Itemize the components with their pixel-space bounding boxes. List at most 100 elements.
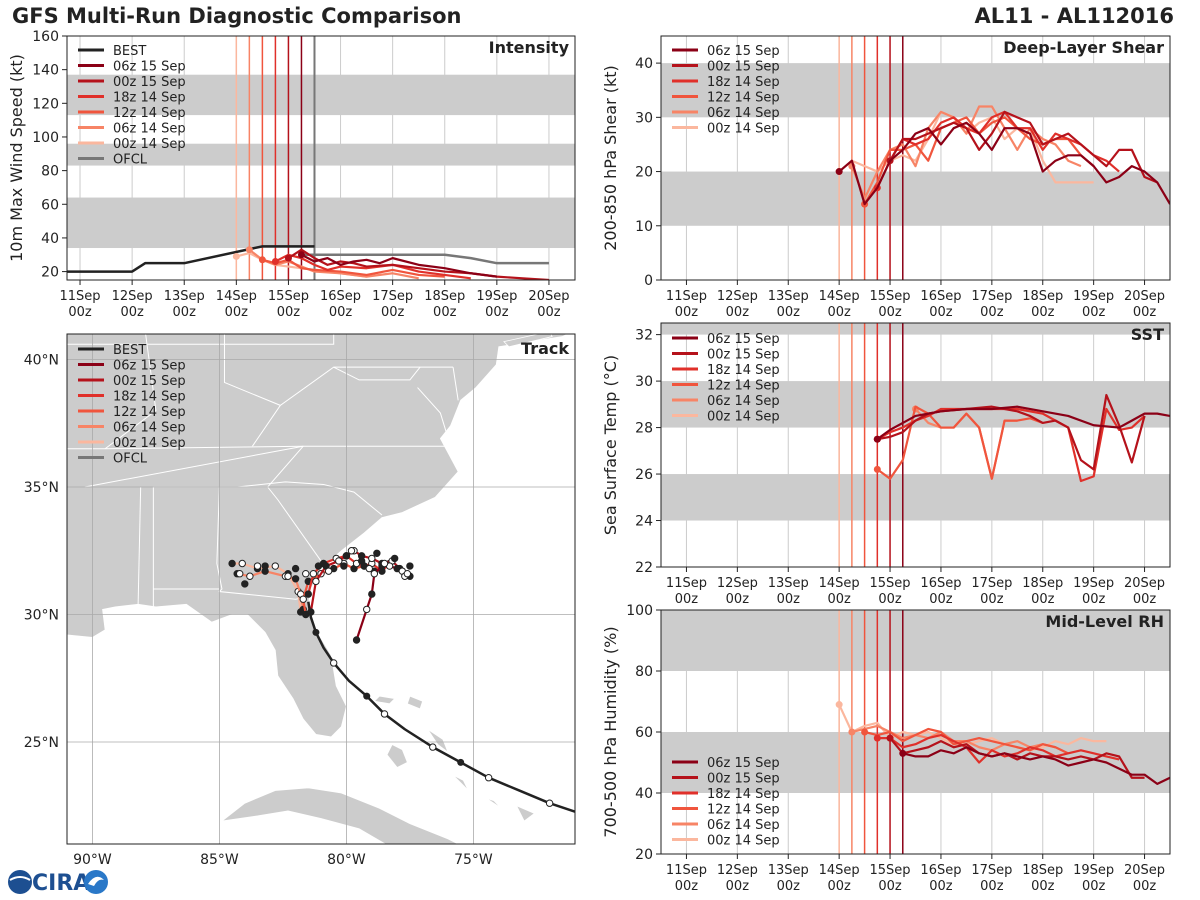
state-border xyxy=(267,486,322,562)
series-line xyxy=(889,737,1145,779)
best-point-filled xyxy=(457,758,465,766)
track-point xyxy=(363,605,371,614)
track-point xyxy=(352,636,361,644)
shaded-band xyxy=(661,474,1170,521)
x-tick-label: 13Sep xyxy=(768,863,809,878)
x-tick-label: 15Sep xyxy=(268,289,309,304)
best-line xyxy=(67,245,315,273)
x-tick-label: 00z xyxy=(1133,879,1157,894)
x-tick-label: 00z xyxy=(980,592,1004,607)
series-start-point xyxy=(284,254,292,262)
track-point xyxy=(342,552,351,560)
x-tick-label: 15Sep xyxy=(870,576,911,591)
legend-label: 00z 15 Sep xyxy=(707,772,780,787)
series-start-point xyxy=(271,257,279,265)
legend-label: 18z 14 Sep xyxy=(113,91,186,106)
land-polygon xyxy=(515,804,536,822)
legend-label: 18z 14 Sep xyxy=(113,390,186,405)
series-start-point xyxy=(297,251,305,259)
x-tick-label: 00z xyxy=(777,305,801,320)
x-tick-label: 16Sep xyxy=(920,576,961,591)
y-tick-label: 28 xyxy=(635,421,653,437)
x-tick-label: 00z xyxy=(537,305,561,320)
track-point xyxy=(340,562,348,570)
data-lines xyxy=(873,393,1170,483)
x-tick-label: 00z xyxy=(827,879,851,894)
legend-label: 12z 14 Sep xyxy=(113,106,186,121)
x-tick-label: 11Sep xyxy=(666,863,707,878)
x-tick-label: 00z xyxy=(1031,879,1055,894)
legend-label: 06z 15 Sep xyxy=(113,359,186,374)
state-border xyxy=(237,481,383,516)
best-point-open xyxy=(545,799,554,807)
state-border xyxy=(417,387,452,447)
cira-logo-icon: CIRA xyxy=(8,870,108,896)
y-tick-label: 30 xyxy=(635,374,653,390)
best-point-filled xyxy=(363,692,371,700)
land-polygon xyxy=(452,774,469,791)
x-tick-label: 11Sep xyxy=(666,576,707,591)
series-start-point xyxy=(873,465,881,473)
track-point xyxy=(253,562,262,570)
track-point xyxy=(380,559,389,568)
shaded-band xyxy=(661,610,1170,671)
x-tick-label: 17Sep xyxy=(971,863,1012,878)
shaded-band xyxy=(67,197,575,249)
x-tick-label: 18Sep xyxy=(424,289,465,304)
x-tick-label: 16Sep xyxy=(320,289,361,304)
y-tick-label: 120 xyxy=(32,96,59,112)
x-tick-label: 17Sep xyxy=(971,289,1012,304)
x-tick-label: 00z xyxy=(1082,879,1106,894)
x-tick-label: 14Sep xyxy=(216,289,257,304)
series-line xyxy=(876,405,1044,480)
legend-label: 06z 15 Sep xyxy=(707,756,780,771)
x-tick-label: 00z xyxy=(675,305,699,320)
lat-tick-label: 40°N xyxy=(24,353,59,369)
series-start-point xyxy=(835,701,843,709)
y-tick-label: 40 xyxy=(41,231,59,247)
best-point-filled xyxy=(312,628,320,636)
y-axis-label: Sea Surface Temp (°C) xyxy=(601,355,620,535)
x-tick-label: 00z xyxy=(980,879,1004,894)
x-tick-label: 17Sep xyxy=(372,289,413,304)
x-tick-label: 14Sep xyxy=(819,576,860,591)
x-tick-label: 00z xyxy=(929,879,953,894)
shaded-band xyxy=(67,143,575,166)
x-tick-label: 00z xyxy=(120,305,144,320)
legend-label: OFCL xyxy=(113,153,148,168)
x-tick-label: 00z xyxy=(381,305,405,320)
track-point xyxy=(302,570,310,578)
x-tick-label: 00z xyxy=(878,879,902,894)
x-tick-label: 00z xyxy=(1031,305,1055,320)
series-line xyxy=(838,121,1170,206)
x-tick-label: 19Sep xyxy=(1073,289,1114,304)
track-point xyxy=(228,559,236,568)
track-point xyxy=(299,595,307,603)
track-point xyxy=(390,554,399,563)
x-tick-label: 15Sep xyxy=(870,289,911,304)
track-point xyxy=(246,572,254,580)
x-tick-label: 00z xyxy=(929,305,953,320)
y-axis-label: 10m Max Wind Speed (kt) xyxy=(7,54,26,262)
x-tick-label: 11Sep xyxy=(666,289,707,304)
series-line xyxy=(877,393,1146,471)
axes-frame xyxy=(660,35,1171,281)
y-tick-label: 10 xyxy=(635,219,653,235)
track-point xyxy=(335,557,343,565)
y-tick-label: 24 xyxy=(635,514,653,530)
land-polygon xyxy=(494,872,575,900)
track-point xyxy=(271,562,279,570)
x-tick-label: 13Sep xyxy=(768,576,809,591)
track-point xyxy=(291,564,300,573)
lat-tick-label: 30°N xyxy=(24,608,59,624)
legend-label: 06z 14 Sep xyxy=(113,122,186,137)
state-border xyxy=(104,334,157,450)
x-tick-label: 17Sep xyxy=(971,576,1012,591)
lon-tick-label: 90°W xyxy=(73,852,112,868)
legend-label: 18z 14 Sep xyxy=(707,787,780,802)
track-layer xyxy=(228,547,575,814)
y-tick-label: 140 xyxy=(32,63,59,79)
x-tick-label: 18Sep xyxy=(1022,863,1063,878)
